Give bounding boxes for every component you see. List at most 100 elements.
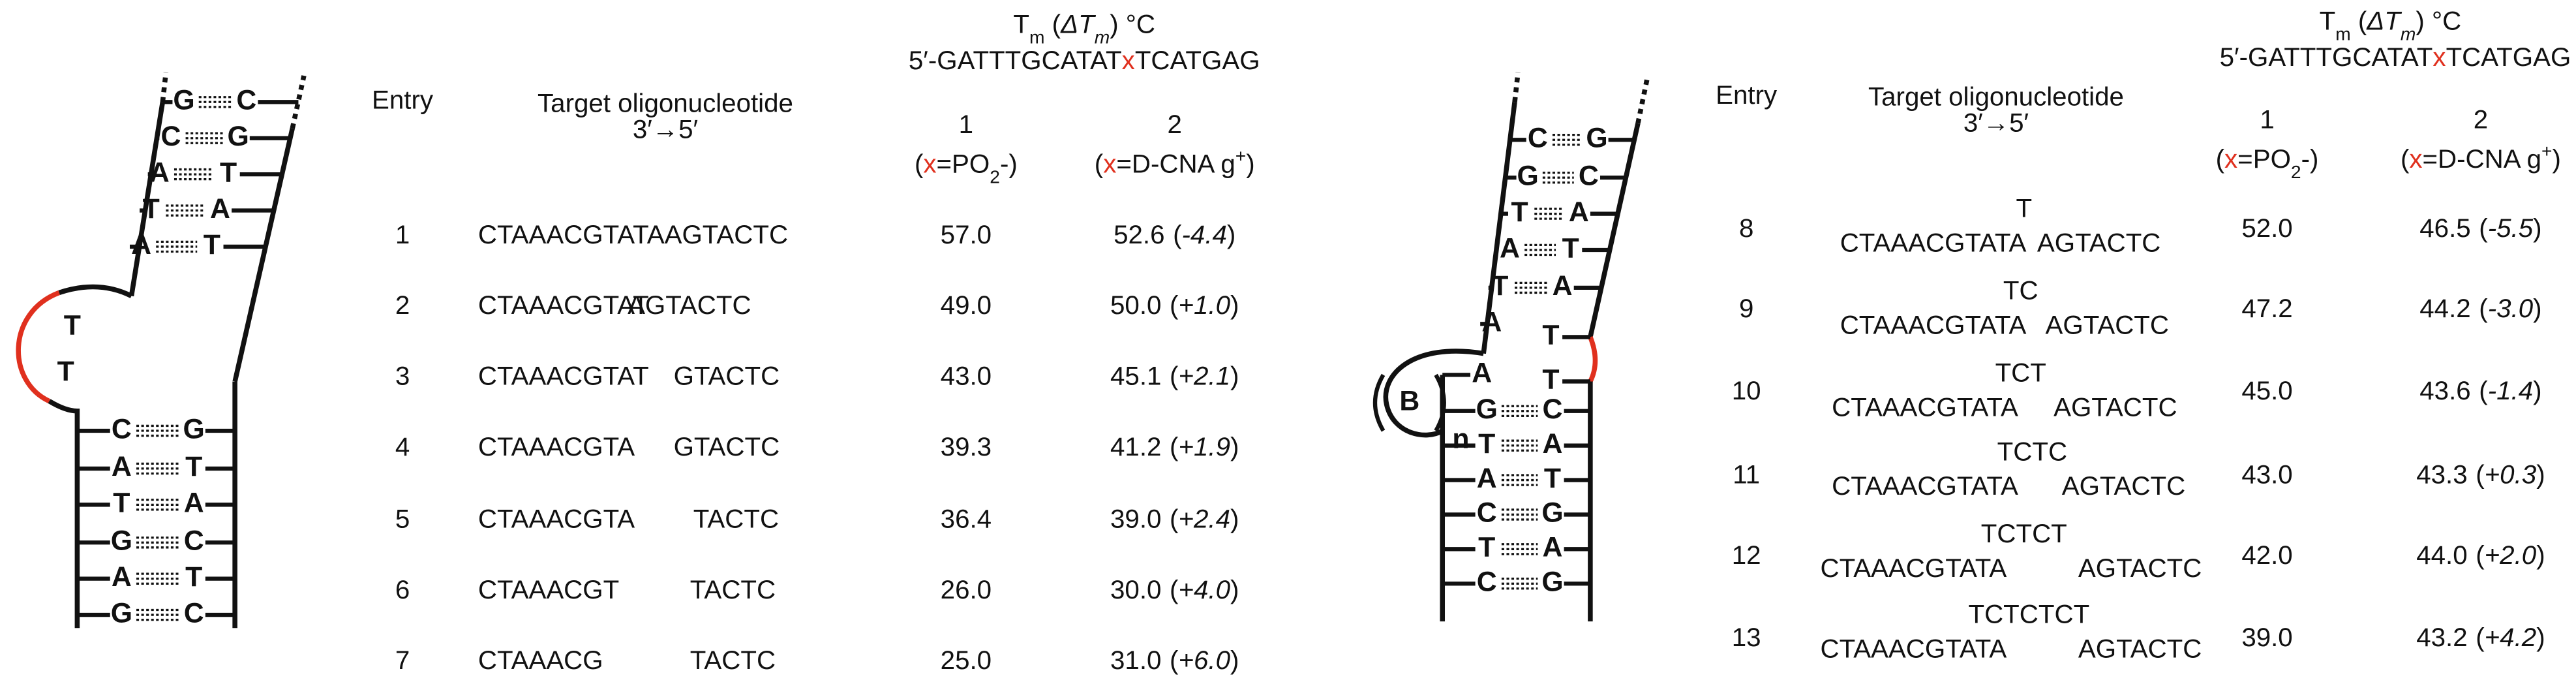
- tm-value: 45.1 (+2.1): [1110, 361, 1239, 390]
- entry-number: 5: [395, 505, 410, 534]
- bracket: [1434, 373, 1446, 432]
- base: T: [64, 310, 81, 341]
- base: T: [143, 193, 160, 225]
- target-sequence: CTAAACGTA: [478, 432, 635, 461]
- tm-value: 44.0 (+2.0): [2416, 540, 2545, 570]
- target-sequence: GTACTC: [674, 432, 780, 461]
- base: A: [1553, 270, 1573, 302]
- entry-number: 9: [1739, 294, 1753, 323]
- direction: 3′→5′: [633, 115, 698, 144]
- delta-tm: (+0.3): [2476, 460, 2545, 490]
- paren: (: [1170, 432, 1179, 461]
- strand: [232, 127, 295, 382]
- delta-tm: (+4.0): [1170, 575, 1239, 604]
- tm: 46.5: [2419, 213, 2470, 243]
- loop: [58, 284, 133, 298]
- delta-value: +2.0: [2485, 540, 2537, 570]
- base: A: [184, 488, 204, 519]
- tm-value: 43.6 (-1.4): [2419, 376, 2541, 405]
- entry-number: 6: [395, 575, 410, 604]
- delta-value: -4.4: [1182, 220, 1227, 249]
- loop: [1383, 349, 1484, 438]
- target-sequence: CTAAACG: [478, 645, 603, 675]
- base: T: [185, 561, 202, 593]
- target-sequence: CTAAACGT: [478, 575, 619, 604]
- target-sequence: CTAAACGTATA: [1840, 310, 2027, 339]
- text-part: ΔT: [1060, 10, 1096, 39]
- delta-value: +0.3: [2485, 460, 2537, 490]
- base: A: [112, 561, 132, 593]
- strand-highlight: [1588, 336, 1598, 383]
- tm-value: 26.0: [941, 575, 992, 604]
- base: T: [220, 157, 237, 188]
- text-part: ΔT: [2366, 6, 2402, 35]
- tm-value: 39.0 (+2.4): [1110, 505, 1239, 534]
- target-sequence: AGTACTC: [2078, 634, 2202, 664]
- base: B: [1399, 385, 1419, 416]
- tm-value: 43.0: [2241, 460, 2292, 490]
- delta-tm: (+1.0): [1170, 290, 1239, 320]
- text-part: T: [2320, 6, 2336, 35]
- tm: 43.3: [2416, 460, 2467, 490]
- base: C: [1579, 160, 1599, 191]
- column-header: Target oligonucleotide: [1868, 82, 2124, 111]
- tm-value: 46.5 (-5.5): [2419, 213, 2541, 243]
- base: G: [228, 121, 249, 152]
- paren: ): [2533, 376, 2541, 405]
- target-sequence: TACTC: [690, 645, 776, 675]
- text-part: (: [2216, 144, 2225, 174]
- paren: (: [1170, 361, 1179, 390]
- column-header: 1: [2260, 105, 2274, 134]
- text-part: =PO: [2237, 144, 2291, 174]
- base: T: [185, 451, 202, 482]
- text-part: 5′-GATTTGCATAT: [909, 46, 1122, 75]
- tm: 31.0: [1110, 645, 1161, 675]
- insert-sequence: TC: [2003, 276, 2038, 305]
- entry-number: 7: [395, 645, 410, 675]
- paren: ): [1230, 645, 1239, 675]
- entry-number: 10: [1732, 376, 1761, 405]
- text-part: m: [1029, 27, 1044, 48]
- delta-value: +6.0: [1178, 645, 1230, 675]
- text-part: m: [2401, 23, 2416, 44]
- base: C: [112, 413, 132, 444]
- text-part: ): [1246, 149, 1254, 179]
- paren: (: [2476, 623, 2485, 652]
- base: G: [111, 597, 132, 629]
- delta-value: +4.0: [1178, 575, 1230, 604]
- delta-tm: (+2.4): [1170, 505, 1239, 534]
- delta-tm: (-5.5): [2479, 213, 2541, 243]
- text-part: m: [1095, 27, 1110, 48]
- right-diagram-strands: [1372, 72, 1650, 622]
- text-part: x: [2409, 144, 2422, 174]
- target-sequence: AGTACTC: [628, 290, 751, 320]
- delta-value: +2.1: [1178, 361, 1230, 390]
- delta-tm: (-3.0): [2479, 294, 2541, 323]
- base: T: [1478, 532, 1495, 563]
- base: C: [236, 85, 256, 116]
- rich-text: 5′-GATTTGCATATxTCATGAG: [909, 46, 1260, 75]
- text-part: (: [1044, 10, 1061, 39]
- paren: ): [2536, 623, 2545, 652]
- column-header: Entry: [1716, 80, 1778, 110]
- paren: (: [2476, 540, 2485, 570]
- base: C: [1543, 394, 1563, 425]
- paren: (: [1170, 645, 1179, 675]
- paren: ): [1230, 505, 1239, 534]
- base: C: [1528, 123, 1548, 154]
- base: T: [1542, 320, 1559, 351]
- tm: 39.0: [1110, 505, 1161, 534]
- base: T: [1511, 196, 1528, 228]
- column-header: 2: [1168, 110, 1182, 139]
- tm: 30.0: [1110, 575, 1161, 604]
- text-part: 2: [990, 166, 1000, 187]
- base: T: [204, 229, 220, 260]
- target-sequence: AGTACTC: [2053, 392, 2177, 422]
- tm: 44.0: [2416, 540, 2467, 570]
- direction: 3′→5′: [1963, 108, 2029, 138]
- rich-text: (x=PO2-): [2216, 144, 2319, 182]
- base: G: [111, 525, 132, 557]
- paren: (: [1170, 575, 1179, 604]
- entry-number: 4: [395, 432, 410, 461]
- paren: (: [2479, 376, 2488, 405]
